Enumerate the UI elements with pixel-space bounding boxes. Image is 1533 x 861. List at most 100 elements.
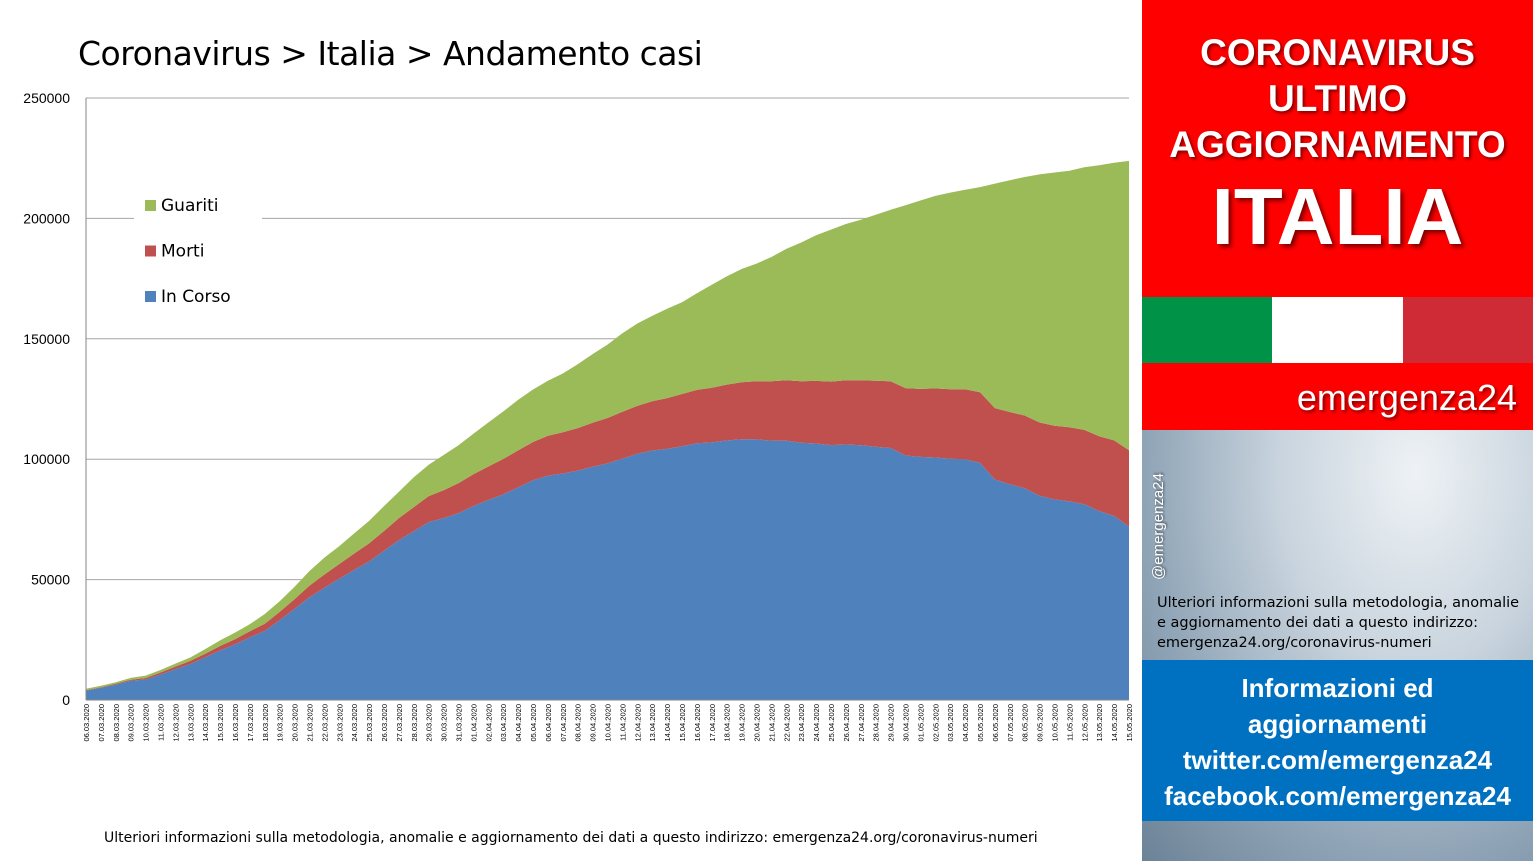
x-tick-label: 25.04.2020 [827, 704, 836, 742]
x-tick-label: 22.04.2020 [782, 704, 791, 742]
x-tick-label: 19.04.2020 [738, 704, 747, 742]
x-tick-label: 14.03.2020 [201, 704, 210, 742]
x-tick-label: 22.03.2020 [320, 704, 329, 742]
area-series-guariti [86, 160, 1129, 691]
info-line: Informazioni ed [1241, 673, 1434, 703]
x-tick-label: 10.05.2020 [1051, 704, 1060, 742]
chart-footnote: Ulteriori informazioni sulla metodologia… [104, 830, 1038, 846]
x-tick-label: 12.05.2020 [1080, 704, 1089, 742]
x-tick-label: 07.03.2020 [97, 704, 106, 742]
area-series-morti [86, 380, 1129, 691]
info-box: Informazioni ed aggiornamenti twitter.co… [1142, 660, 1533, 821]
info-line: aggiornamenti [1247, 709, 1428, 739]
x-tick-label: 12.03.2020 [171, 704, 180, 742]
x-tick-label: 06.04.2020 [544, 704, 553, 742]
x-tick-label: 18.04.2020 [723, 704, 732, 742]
y-tick-label: 250000 [23, 90, 70, 106]
x-tick-label: 30.03.2020 [440, 704, 449, 742]
x-tick-label: 08.03.2020 [112, 704, 121, 742]
x-tick-label: 21.03.2020 [306, 704, 315, 742]
flag-stripe-white [1272, 297, 1403, 363]
x-tick-label: 03.05.2020 [946, 704, 955, 742]
x-tick-label: 15.03.2020 [216, 704, 225, 742]
x-tick-label: 11.04.2020 [618, 704, 627, 741]
x-tick-label: 13.03.2020 [186, 704, 195, 742]
x-tick-label: 24.04.2020 [812, 704, 821, 742]
twitter-link[interactable]: twitter.com/emergenza24 [1182, 745, 1493, 775]
x-tick-label: 30.04.2020 [902, 704, 911, 742]
x-tick-label: 23.03.2020 [335, 704, 344, 742]
x-tick-label: 14.05.2020 [1110, 704, 1119, 742]
x-tick-label: 29.03.2020 [425, 704, 434, 742]
x-tick-label: 17.03.2020 [246, 704, 255, 742]
x-tick-label: 13.04.2020 [648, 704, 657, 742]
legend-swatch [145, 245, 156, 257]
sidebar: CORONAVIRUS ULTIMO AGGIORNAMENTO ITALIA … [1142, 0, 1533, 861]
x-tick-label: 28.04.2020 [872, 704, 881, 742]
x-tick-label: 24.03.2020 [350, 704, 359, 742]
x-tick-label: 13.05.2020 [1095, 704, 1104, 742]
x-tick-label: 23.04.2020 [797, 704, 806, 742]
x-tick-label: 19.03.2020 [276, 704, 285, 742]
x-tick-label: 15.05.2020 [1125, 704, 1134, 742]
x-tick-label: 29.04.2020 [887, 704, 896, 742]
x-tick-label: 10.03.2020 [142, 704, 151, 742]
flag-stripe-green [1142, 297, 1273, 363]
chart-title: Coronavirus > Italia > Andamento casi [78, 34, 703, 73]
x-tick-label: 27.04.2020 [857, 704, 866, 742]
x-tick-label: 28.03.2020 [410, 704, 419, 742]
x-tick-label: 20.03.2020 [291, 704, 300, 742]
brand-label: emergenza24 [1296, 377, 1517, 418]
x-tick-label: 06.05.2020 [991, 704, 1000, 742]
headline-line: AGGIORNAMENTO [1169, 124, 1506, 165]
x-tick-label: 02.04.2020 [484, 704, 493, 742]
flag-stripe-red [1402, 297, 1533, 363]
brand-bar: emergenza24 [1142, 363, 1533, 430]
x-tick-label: 04.04.2020 [514, 704, 523, 742]
x-tick-label: 12.04.2020 [633, 704, 642, 742]
x-tick-label: 26.04.2020 [842, 704, 851, 742]
y-tick-label: 100000 [23, 451, 70, 467]
chart-panel: 0 50000 100000 150000 200000 250000 06.03.2020… [23, 34, 1134, 846]
x-tick-label: 10.04.2020 [604, 704, 613, 742]
legend-swatch [145, 291, 156, 302]
headline-line: ULTIMO [1267, 78, 1408, 119]
x-tick-label: 07.05.2020 [1006, 704, 1015, 742]
x-tick-label: 16.03.2020 [231, 704, 240, 742]
x-tick-label: 27.03.2020 [395, 704, 404, 742]
headline-line: CORONAVIRUS [1200, 32, 1475, 73]
area-series-in-corso [86, 439, 1129, 700]
x-tick-label: 08.05.2020 [1021, 704, 1030, 742]
headline-country: ITALIA [1211, 172, 1464, 261]
legend-swatch [145, 200, 156, 211]
x-tick-label: 14.04.2020 [663, 704, 672, 742]
y-tick-label: 150000 [23, 331, 70, 347]
legend-label: In Corso [161, 287, 231, 307]
x-tick-label: 01.05.2020 [916, 704, 925, 742]
x-tick-label: 11.05.2020 [1065, 704, 1074, 741]
x-tick-label: 31.03.2020 [455, 704, 464, 742]
headline: CORONAVIRUS ULTIMO AGGIORNAMENTO [1142, 30, 1533, 168]
x-tick-label: 02.05.2020 [931, 704, 940, 742]
x-tick-label: 09.04.2020 [589, 704, 598, 742]
y-tick-label: 200000 [23, 210, 70, 226]
x-tick-label: 05.04.2020 [529, 704, 538, 742]
area-chart: 0 50000 100000 150000 200000 250000 06.03.2020… [23, 90, 1134, 742]
x-tick-label: 21.04.2020 [767, 704, 776, 742]
facebook-link[interactable]: facebook.com/emergenza24 [1164, 781, 1511, 811]
x-tick-label: 01.04.2020 [469, 704, 478, 742]
italian-flag [1142, 297, 1533, 363]
x-tick-label: 05.05.2020 [976, 704, 985, 742]
x-tick-label: 11.03.2020 [157, 704, 166, 741]
legend-label: Morti [161, 242, 204, 262]
x-tick-label: 17.04.2020 [708, 704, 717, 742]
x-tick-label: 20.04.2020 [753, 704, 762, 742]
legend-label: Guariti [161, 196, 218, 216]
x-tick-label: 18.03.2020 [261, 704, 270, 742]
x-tick-label: 09.03.2020 [127, 704, 136, 742]
social-handle: @emergenza24 [1150, 473, 1167, 580]
x-tick-label: 06.03.2020 [82, 704, 91, 742]
x-tick-label: 08.04.2020 [574, 704, 583, 742]
methodology-note: Ulteriori informazioni sulla metodologia… [1157, 595, 1520, 651]
x-tick-label: 15.04.2020 [678, 704, 687, 742]
